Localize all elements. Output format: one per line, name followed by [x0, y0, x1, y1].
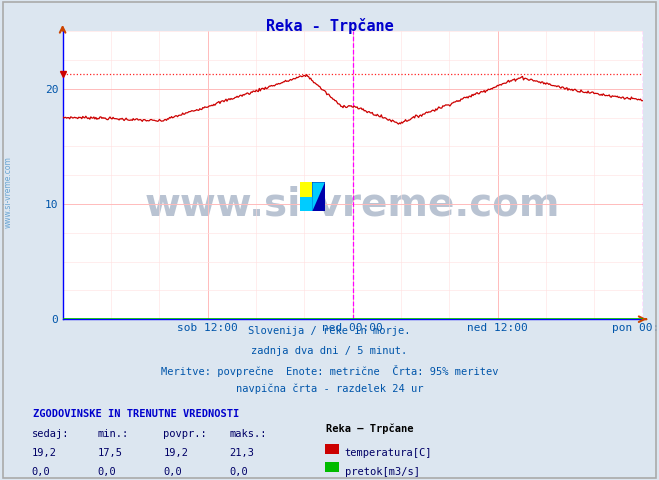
Bar: [300, 182, 312, 197]
Text: povpr.:: povpr.:: [163, 429, 207, 439]
Text: Slovenija / reke in morje.: Slovenija / reke in morje.: [248, 326, 411, 336]
Polygon shape: [312, 182, 325, 211]
Text: www.si-vreme.com: www.si-vreme.com: [3, 156, 13, 228]
Text: 0,0: 0,0: [163, 467, 182, 477]
Text: 17,5: 17,5: [98, 448, 123, 458]
Text: navpična črta - razdelek 24 ur: navpična črta - razdelek 24 ur: [236, 384, 423, 395]
Text: ZGODOVINSKE IN TRENUTNE VREDNOSTI: ZGODOVINSKE IN TRENUTNE VREDNOSTI: [33, 409, 239, 419]
Bar: [300, 197, 312, 211]
Text: 0,0: 0,0: [98, 467, 116, 477]
Text: www.si-vreme.com: www.si-vreme.com: [145, 185, 560, 223]
Text: maks.:: maks.:: [229, 429, 267, 439]
Text: min.:: min.:: [98, 429, 129, 439]
Text: temperatura[C]: temperatura[C]: [345, 448, 432, 458]
Polygon shape: [300, 197, 312, 211]
Polygon shape: [312, 182, 325, 211]
Text: Reka - Trpčane: Reka - Trpčane: [266, 18, 393, 34]
Text: zadnja dva dni / 5 minut.: zadnja dva dni / 5 minut.: [251, 346, 408, 356]
Text: Meritve: povprečne  Enote: metrične  Črta: 95% meritev: Meritve: povprečne Enote: metrične Črta:…: [161, 365, 498, 377]
Text: 0,0: 0,0: [32, 467, 50, 477]
Text: 19,2: 19,2: [32, 448, 57, 458]
Text: 19,2: 19,2: [163, 448, 188, 458]
Text: 21,3: 21,3: [229, 448, 254, 458]
Text: sedaj:: sedaj:: [32, 429, 69, 439]
Text: Reka – Trpčane: Reka – Trpčane: [326, 423, 414, 434]
Bar: [312, 182, 325, 211]
Text: 0,0: 0,0: [229, 467, 248, 477]
Text: pretok[m3/s]: pretok[m3/s]: [345, 467, 420, 477]
